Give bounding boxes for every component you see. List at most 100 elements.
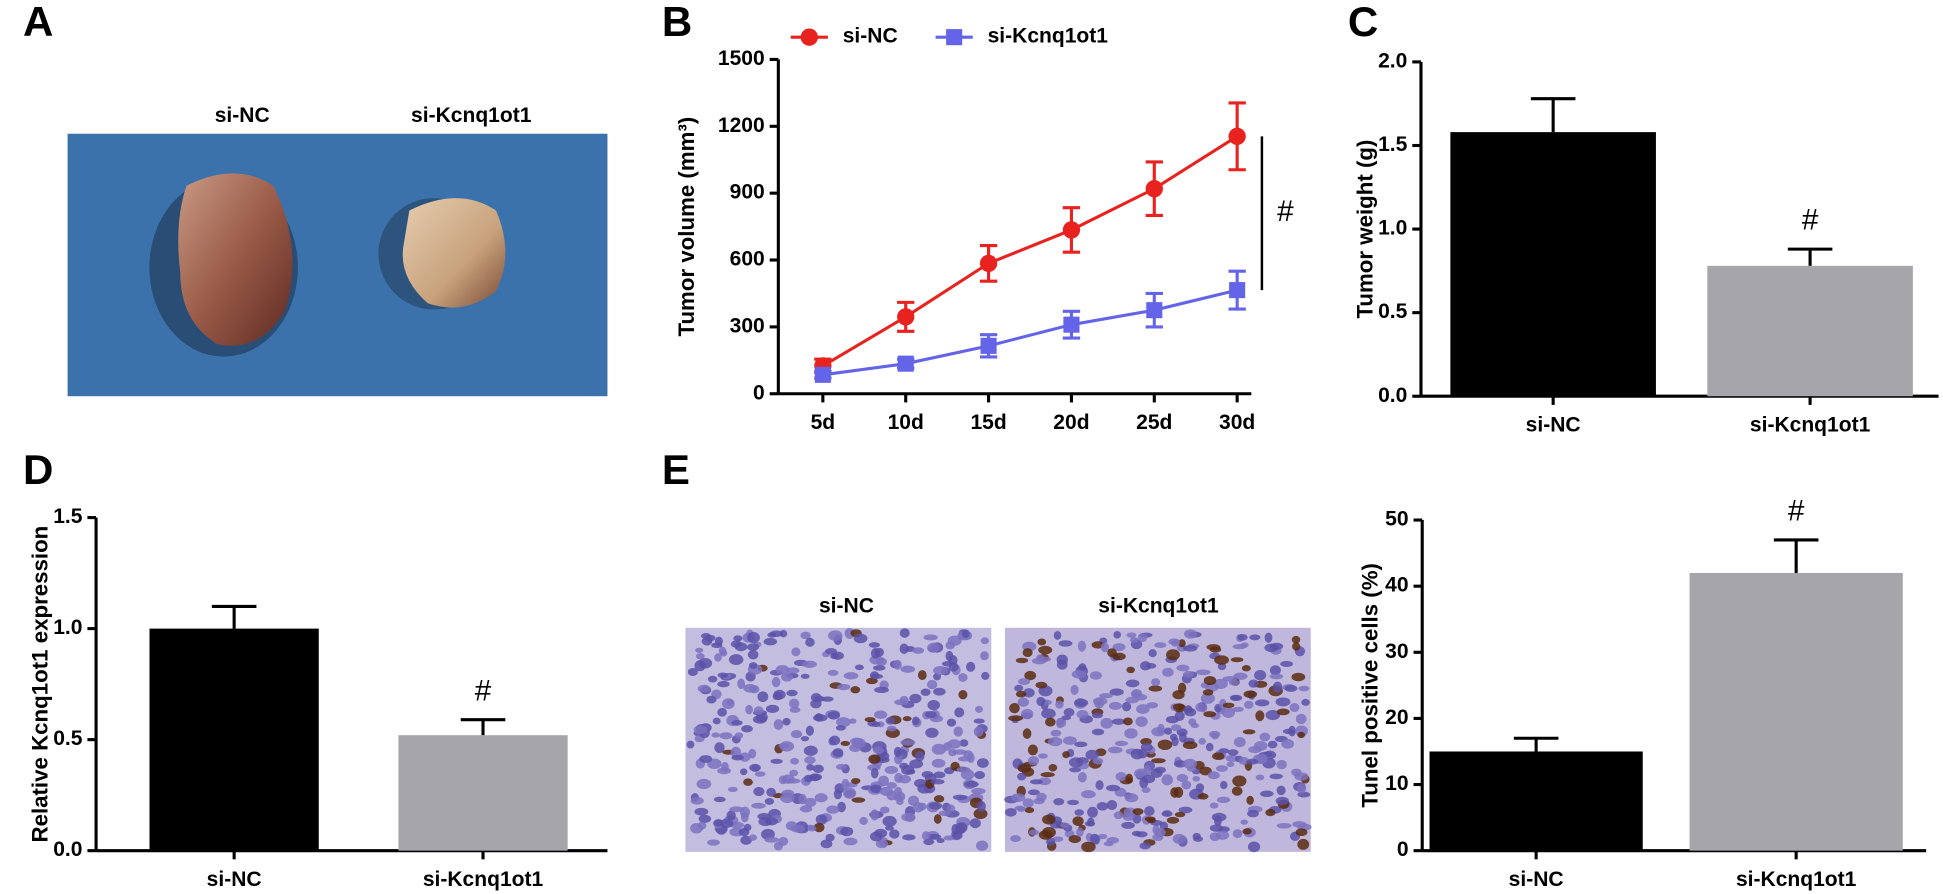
x-tick-label: si-NC bbox=[1526, 414, 1581, 437]
y-tick-label: 1.5 bbox=[1378, 133, 1408, 156]
cell bbox=[741, 725, 753, 733]
tumor bbox=[178, 173, 293, 346]
cell bbox=[1035, 681, 1048, 689]
cell bbox=[1249, 634, 1261, 641]
cell bbox=[1074, 741, 1088, 748]
cell bbox=[1241, 665, 1251, 672]
cell bbox=[1203, 675, 1217, 686]
cell bbox=[719, 649, 728, 657]
cell bbox=[1124, 728, 1138, 739]
cell bbox=[1071, 670, 1087, 679]
cell bbox=[1106, 837, 1120, 844]
cell bbox=[889, 829, 900, 839]
cell bbox=[1276, 822, 1292, 829]
cell bbox=[1211, 812, 1227, 822]
cell bbox=[840, 740, 851, 747]
y-axis-title: Relative Kcnq1ot1 expression bbox=[27, 526, 52, 843]
cell bbox=[746, 643, 760, 651]
cell bbox=[895, 791, 906, 802]
x-tick-label: 5d bbox=[811, 411, 836, 434]
cell bbox=[933, 795, 945, 803]
cell bbox=[835, 763, 847, 770]
y-tick-label: 0 bbox=[1397, 838, 1409, 861]
bar bbox=[149, 628, 319, 851]
cell bbox=[1195, 702, 1205, 712]
cell bbox=[690, 796, 704, 805]
cell bbox=[1087, 806, 1098, 818]
cell bbox=[886, 782, 897, 789]
cell bbox=[693, 725, 708, 735]
cell bbox=[773, 689, 786, 700]
cell bbox=[1298, 685, 1310, 692]
cell bbox=[803, 774, 814, 783]
cell bbox=[699, 755, 713, 763]
cell bbox=[837, 683, 851, 691]
cell bbox=[745, 704, 753, 715]
cell bbox=[1027, 744, 1038, 756]
cell bbox=[821, 696, 834, 702]
cell bbox=[928, 802, 943, 810]
cell bbox=[686, 740, 695, 749]
cell bbox=[771, 676, 781, 688]
cell bbox=[789, 698, 800, 709]
x-tick-label: si-NC bbox=[1509, 868, 1564, 891]
cell bbox=[1218, 826, 1230, 833]
cell bbox=[930, 779, 945, 785]
cell bbox=[833, 789, 843, 800]
bar bbox=[1707, 265, 1913, 397]
cell bbox=[1230, 657, 1244, 663]
x-tick-label: 25d bbox=[1136, 411, 1172, 434]
cell bbox=[980, 637, 989, 645]
cell bbox=[1089, 671, 1102, 680]
cell bbox=[1182, 741, 1198, 750]
cell bbox=[953, 726, 963, 737]
cell bbox=[804, 797, 817, 807]
cell bbox=[1076, 710, 1089, 719]
cell bbox=[714, 742, 725, 754]
cell bbox=[1024, 807, 1035, 814]
cell bbox=[1161, 774, 1173, 786]
marker bbox=[897, 308, 915, 326]
cell bbox=[1291, 672, 1306, 682]
cell bbox=[1161, 810, 1173, 817]
cell bbox=[799, 805, 813, 813]
cell bbox=[717, 680, 730, 688]
marker bbox=[897, 355, 914, 372]
cell bbox=[814, 793, 828, 803]
cell bbox=[804, 756, 816, 764]
photo-label: si-NC bbox=[819, 594, 874, 617]
cell bbox=[782, 717, 791, 726]
cell bbox=[1094, 697, 1105, 709]
legend-label: si-NC bbox=[843, 25, 898, 48]
cell bbox=[778, 775, 788, 785]
cell bbox=[1028, 829, 1039, 836]
error-bar bbox=[460, 718, 506, 736]
cell bbox=[1192, 832, 1201, 840]
cell bbox=[900, 665, 916, 673]
cell bbox=[697, 684, 711, 693]
cell bbox=[1225, 754, 1239, 763]
y-tick-label: 10 bbox=[1385, 772, 1408, 795]
cell bbox=[1178, 732, 1187, 743]
cell bbox=[1089, 833, 1100, 845]
cell bbox=[803, 745, 818, 756]
cell bbox=[894, 772, 903, 784]
cell bbox=[1265, 710, 1281, 721]
cell bbox=[1240, 819, 1249, 825]
cell bbox=[1202, 689, 1214, 696]
cell bbox=[882, 815, 897, 827]
legend-marker bbox=[946, 29, 963, 46]
cell bbox=[933, 771, 946, 779]
cell bbox=[1269, 773, 1283, 780]
cell bbox=[946, 804, 956, 813]
bar bbox=[1450, 132, 1656, 397]
cell bbox=[1124, 793, 1139, 803]
cell bbox=[1099, 693, 1113, 699]
marker bbox=[979, 254, 998, 273]
cell bbox=[849, 718, 857, 724]
cell bbox=[836, 717, 851, 728]
cell bbox=[1096, 801, 1109, 811]
cell bbox=[1151, 758, 1166, 764]
cell bbox=[868, 642, 881, 648]
cell bbox=[879, 806, 890, 814]
